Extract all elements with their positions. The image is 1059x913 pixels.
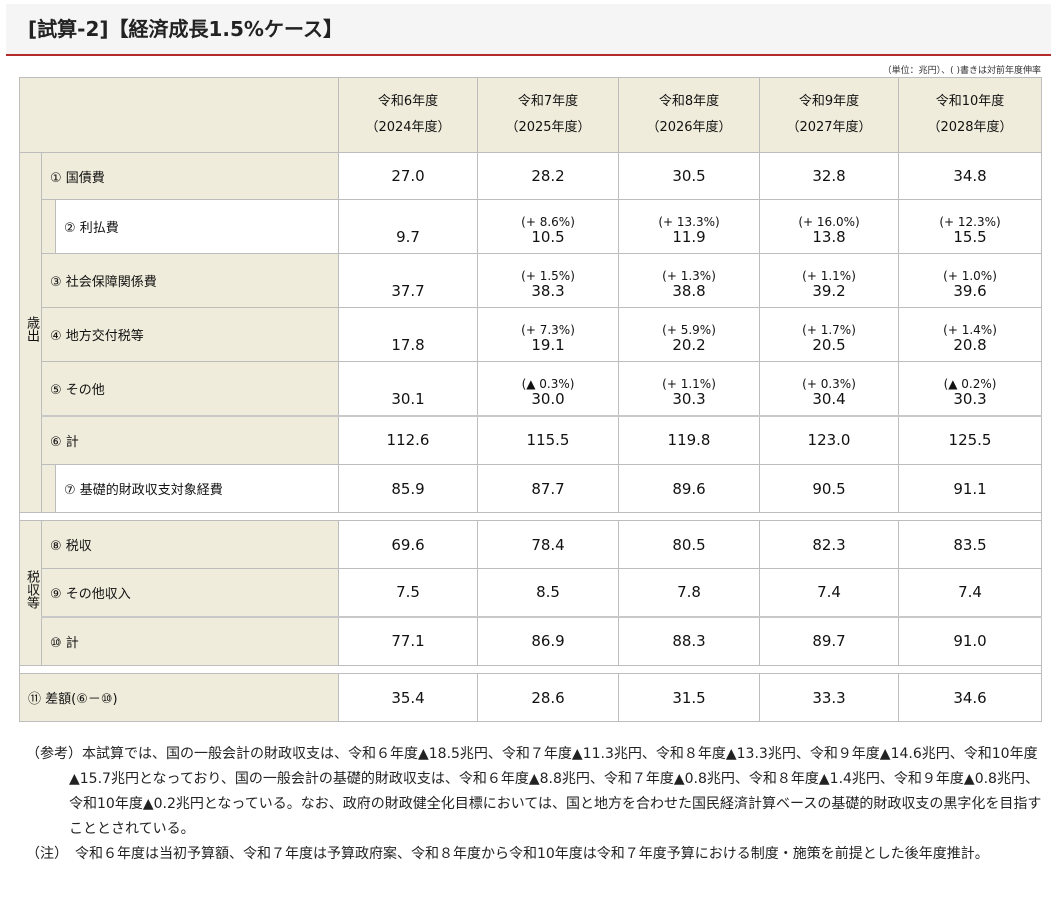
table-row: ⑦ 基礎的財政収支対象経費 85.9 87.7 89.6 90.5 91.1 [20, 464, 1043, 513]
value-cell: 82.3 [759, 520, 900, 569]
value-cell: (+ 5.9%) 20.2 [618, 307, 761, 362]
value-cell: 27.0 [338, 152, 479, 200]
table-row: ⑨ その他収入 7.5 8.5 7.8 7.4 7.4 [20, 568, 1043, 617]
group-label-expenditure: 歳出 [19, 152, 42, 513]
value-cell: 35.4 [338, 673, 479, 722]
row-label: ⑦ 基礎的財政収支対象経費 [54, 464, 340, 513]
value-cell: 85.9 [338, 464, 479, 513]
indent-cell [41, 464, 56, 513]
value-cell: 30.1 [338, 361, 479, 416]
value-cell: 83.5 [898, 520, 1043, 569]
group-label-revenue: 税収等 [19, 520, 42, 666]
value-cell: 125.5 [898, 415, 1043, 465]
value-cell: (+ 1.0%) 39.6 [898, 253, 1043, 308]
year-header: 令和6年度 （2024年度） [338, 77, 479, 153]
value-cell: 91.1 [898, 464, 1043, 513]
value-cell: 28.6 [477, 673, 620, 722]
fiscal-table: 令和6年度 （2024年度） 令和7年度 （2025年度） 令和8年度 （2026年度… [18, 77, 1043, 722]
value-cell: (+ 1.1%) 30.3 [618, 361, 761, 416]
value-cell: (+ 16.0%) 13.8 [759, 199, 900, 254]
value-cell: 86.9 [477, 616, 620, 666]
row-label: ⑩ 計 [40, 616, 340, 666]
table-row: 税収等 ⑧ 税収 69.6 78.4 80.5 82.3 83.5 [19, 520, 1043, 666]
row-label: ② 利払費 [54, 199, 340, 254]
reference-note: （参考）本試算では、国の一般会計の財政収支は、令和６年度▲18.5兆円、令和７年… [26, 746, 1042, 837]
corner-cell [18, 77, 340, 153]
value-cell: 112.6 [338, 415, 479, 465]
value-cell: 34.8 [898, 152, 1043, 200]
value-cell: 8.5 [477, 568, 620, 617]
value-cell: (+ 8.6%) 10.5 [477, 199, 620, 254]
value-cell: (+ 0.3%) 30.4 [759, 361, 900, 416]
table-row: 歳出 ① 国債費 27.0 28.2 30.5 32.8 34.8 [19, 152, 1043, 513]
value-cell: 37.7 [338, 253, 479, 308]
row-label: ⑧ 税収 [40, 520, 340, 569]
value-cell: 7.5 [338, 568, 479, 617]
row-label: ⑤ その他 [40, 361, 340, 416]
value-cell: 33.3 [759, 673, 900, 722]
value-cell: 87.7 [477, 464, 620, 513]
footnote: （注） 令和６年度は当初予算額、令和７年度は予算政府案、令和８年度から令和10年… [26, 846, 989, 862]
value-cell: (+ 1.4%) 20.8 [898, 307, 1043, 362]
table-row: ⑥ 計 112.6 115.5 119.8 123.0 125.5 [19, 415, 1043, 465]
value-cell: 89.7 [759, 616, 900, 666]
value-cell: (+ 12.3%) 15.5 [898, 199, 1043, 254]
page-title: [試算-2]【経済成長1.5%ケース】 [28, 17, 343, 41]
indent-cell [41, 199, 56, 254]
year-header: 令和9年度 （2027年度） [759, 77, 900, 153]
table-row: ⑩ 計 77.1 86.9 88.3 89.7 91.0 [19, 616, 1043, 666]
row-label: ⑨ その他収入 [40, 568, 340, 617]
value-cell: (+ 1.1%) 39.2 [759, 253, 900, 308]
value-cell: 119.8 [618, 415, 761, 465]
value-cell: (+ 7.3%) 19.1 [477, 307, 620, 362]
value-cell: 115.5 [477, 415, 620, 465]
value-cell: 80.5 [618, 520, 761, 569]
row-label: ⑥ 計 [40, 415, 340, 465]
row-label: ③ 社会保障関係費 [40, 253, 340, 308]
row-label: ④ 地方交付税等 [40, 307, 340, 362]
value-cell: 69.6 [338, 520, 479, 569]
value-cell: 78.4 [477, 520, 620, 569]
value-cell: 30.5 [618, 152, 761, 200]
notes: （参考）本試算では、国の一般会計の財政収支は、令和６年度▲18.5兆円、令和７年… [26, 742, 1044, 867]
year-header: 令和8年度 （2026年度） [618, 77, 761, 153]
table-row: ⑤ その他 30.1 (▲ 0.3%) 30.0 (+ 1.1%) 30.3 (+ … [20, 361, 1043, 416]
value-cell: (+ 13.3%) 11.9 [618, 199, 761, 254]
row-label: ⑪ 差額(⑥－⑩) [18, 673, 340, 722]
table-row: ⑪ 差額(⑥－⑩) 35.4 28.6 31.5 33.3 34.6 [18, 673, 1043, 722]
value-cell: 90.5 [759, 464, 900, 513]
year-header: 令和7年度 （2025年度） [477, 77, 620, 153]
value-cell: (▲ 0.2%) 30.3 [898, 361, 1043, 416]
value-cell: 7.4 [898, 568, 1043, 617]
year-header: 令和10年度 （2028年度） [898, 77, 1043, 153]
value-cell: 17.8 [338, 307, 479, 362]
value-cell: 28.2 [477, 152, 620, 200]
value-cell: 9.7 [338, 199, 479, 254]
value-cell: 91.0 [898, 616, 1043, 666]
value-cell: 123.0 [759, 415, 900, 465]
value-cell: (+ 1.3%) 38.8 [618, 253, 761, 308]
value-cell: (+ 1.5%) 38.3 [477, 253, 620, 308]
row-label: ① 国債費 [40, 152, 340, 200]
value-cell: 32.8 [759, 152, 900, 200]
value-cell: 88.3 [618, 616, 761, 666]
value-cell: 7.4 [759, 568, 900, 617]
header-row: 令和6年度 （2024年度） 令和7年度 （2025年度） 令和8年度 （2026年度… [18, 77, 1043, 153]
value-cell: 34.6 [898, 673, 1043, 722]
value-cell: 77.1 [338, 616, 479, 666]
value-cell: 89.6 [618, 464, 761, 513]
value-cell: (+ 1.7%) 20.5 [759, 307, 900, 362]
table-row: ② 利払費 9.7 (+ 8.6%) 10.5 (+ 13.3%) 11.9 (+ … [20, 199, 1043, 254]
page-header: [試算-2]【経済成長1.5%ケース】 [6, 4, 1051, 56]
table-row: ④ 地方交付税等 17.8 (+ 7.3%) 19.1 (+ 5.9%) 20.2 … [20, 307, 1043, 362]
value-cell: (▲ 0.3%) 30.0 [477, 361, 620, 416]
table-row: ③ 社会保障関係費 37.7 (+ 1.5%) 38.3 (+ 1.3%) 38.8… [20, 253, 1043, 308]
value-cell: 7.8 [618, 568, 761, 617]
unit-note: （単位：兆円）、( )書きは対前年度伸率 [882, 66, 1041, 76]
value-cell: 31.5 [618, 673, 761, 722]
